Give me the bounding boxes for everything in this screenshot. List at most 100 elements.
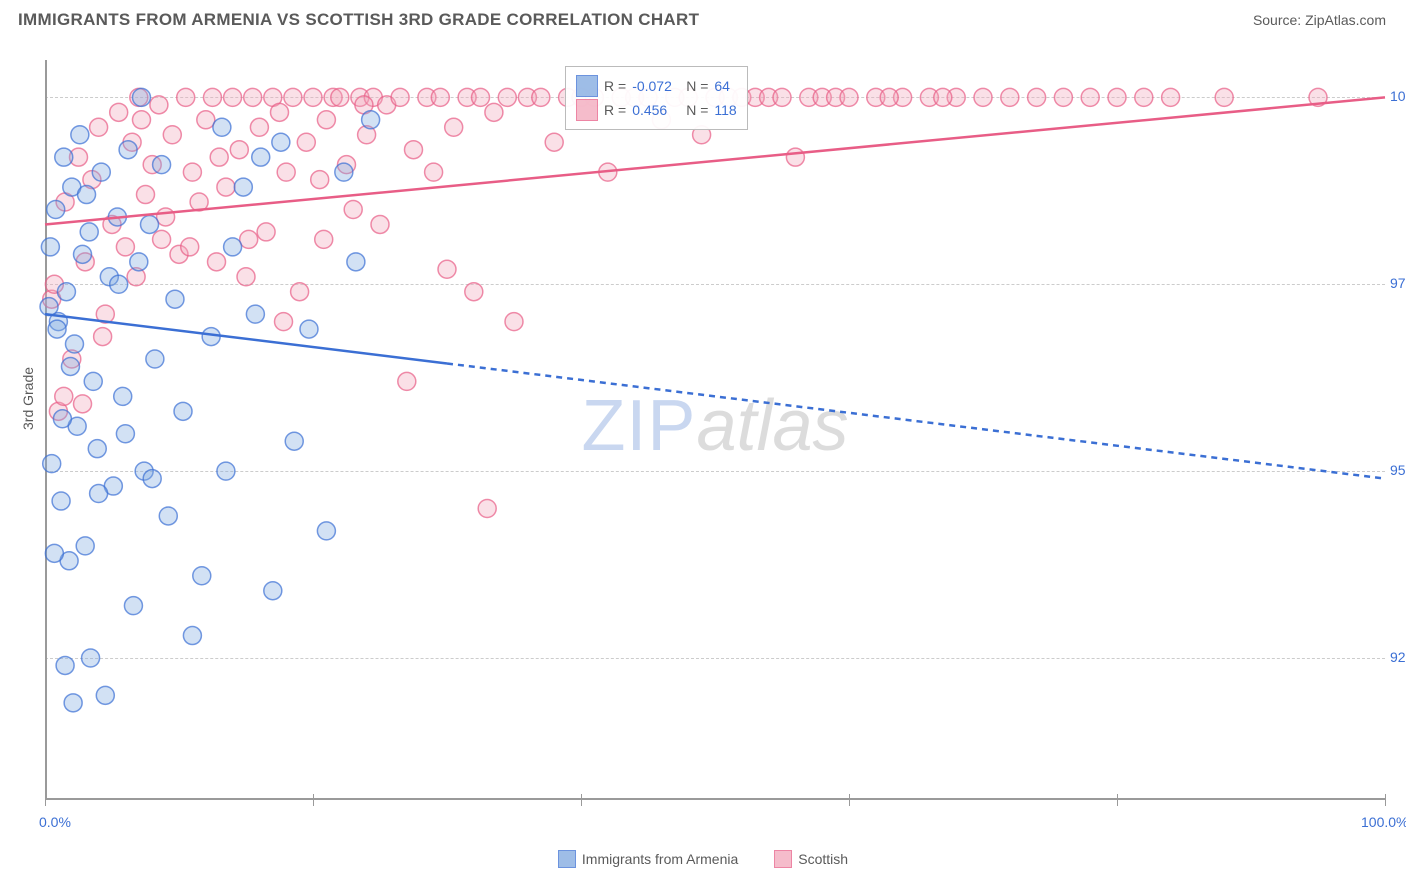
data-point [56, 656, 74, 674]
data-point [300, 320, 318, 338]
data-point [252, 148, 270, 166]
data-point [132, 111, 150, 129]
data-point [250, 118, 268, 136]
data-point [48, 320, 66, 338]
data-point [405, 141, 423, 159]
data-point [157, 208, 175, 226]
data-point [124, 597, 142, 615]
data-point [183, 627, 201, 645]
data-point [55, 387, 73, 405]
data-point [224, 238, 242, 256]
data-point [47, 200, 65, 218]
data-point [55, 148, 73, 166]
data-point [532, 88, 550, 106]
data-point [438, 260, 456, 278]
data-point [331, 88, 349, 106]
data-point [284, 88, 302, 106]
data-point [1028, 88, 1046, 106]
chart-plot-area: ZIPatlas R = -0.072 N = 64 R = 0.456 N =… [45, 60, 1385, 800]
data-point [317, 111, 335, 129]
data-point [1162, 88, 1180, 106]
data-point [297, 133, 315, 151]
data-point [217, 462, 235, 480]
x-tick-label: 0.0% [39, 814, 71, 830]
legend-swatch-armenia [558, 850, 576, 868]
data-point [224, 88, 242, 106]
x-tick-label: 100.0% [1361, 814, 1406, 830]
data-point [371, 215, 389, 233]
data-point [41, 238, 59, 256]
data-point [264, 582, 282, 600]
data-point [840, 88, 858, 106]
data-point [76, 537, 94, 555]
data-point [202, 328, 220, 346]
data-point [61, 357, 79, 375]
data-point [465, 283, 483, 301]
x-tick-mark [45, 794, 46, 806]
data-point [275, 313, 293, 331]
y-tick-label: 97.5% [1390, 275, 1406, 291]
data-point [153, 156, 171, 174]
data-point [177, 88, 195, 106]
swatch-armenia [576, 75, 598, 97]
data-point [934, 88, 952, 106]
data-point [78, 186, 96, 204]
data-point [425, 163, 443, 181]
y-axis-label: 3rd Grade [20, 367, 36, 430]
data-point [213, 118, 231, 136]
x-tick-mark [313, 794, 314, 806]
data-point [472, 88, 490, 106]
data-point [153, 230, 171, 248]
data-point [285, 432, 303, 450]
data-point [197, 111, 215, 129]
data-point [317, 522, 335, 540]
data-point [82, 649, 100, 667]
data-point [271, 103, 289, 121]
data-point [880, 88, 898, 106]
data-point [110, 275, 128, 293]
data-point [1215, 88, 1233, 106]
data-point [80, 223, 98, 241]
data-point [90, 118, 108, 136]
data-point [43, 455, 61, 473]
data-point [52, 492, 70, 510]
data-point [315, 230, 333, 248]
data-point [335, 163, 353, 181]
data-point [150, 96, 168, 114]
data-point [1054, 88, 1072, 106]
data-point [45, 544, 63, 562]
data-point [74, 245, 92, 263]
data-point [485, 103, 503, 121]
data-point [94, 328, 112, 346]
scatter-svg [45, 60, 1385, 800]
data-point [545, 133, 563, 151]
data-point [74, 395, 92, 413]
data-point [116, 238, 134, 256]
data-point [445, 118, 463, 136]
data-point [786, 148, 804, 166]
data-point [347, 253, 365, 271]
data-point [217, 178, 235, 196]
data-point [84, 372, 102, 390]
data-point [53, 410, 71, 428]
x-tick-mark [1385, 794, 1386, 806]
data-point [230, 141, 248, 159]
correlation-legend: R = -0.072 N = 64 R = 0.456 N = 118 [565, 66, 748, 130]
data-point [344, 200, 362, 218]
data-point [505, 313, 523, 331]
data-point [1108, 88, 1126, 106]
data-point [146, 350, 164, 368]
data-point [166, 290, 184, 308]
data-point [240, 230, 258, 248]
data-point [57, 283, 75, 301]
data-point [1081, 88, 1099, 106]
data-point [132, 88, 150, 106]
data-point [204, 88, 222, 106]
data-point [398, 372, 416, 390]
data-point [277, 163, 295, 181]
data-point [391, 88, 409, 106]
data-point [163, 126, 181, 144]
y-tick-label: 92.5% [1390, 649, 1406, 665]
data-point [137, 186, 155, 204]
data-point [159, 507, 177, 525]
